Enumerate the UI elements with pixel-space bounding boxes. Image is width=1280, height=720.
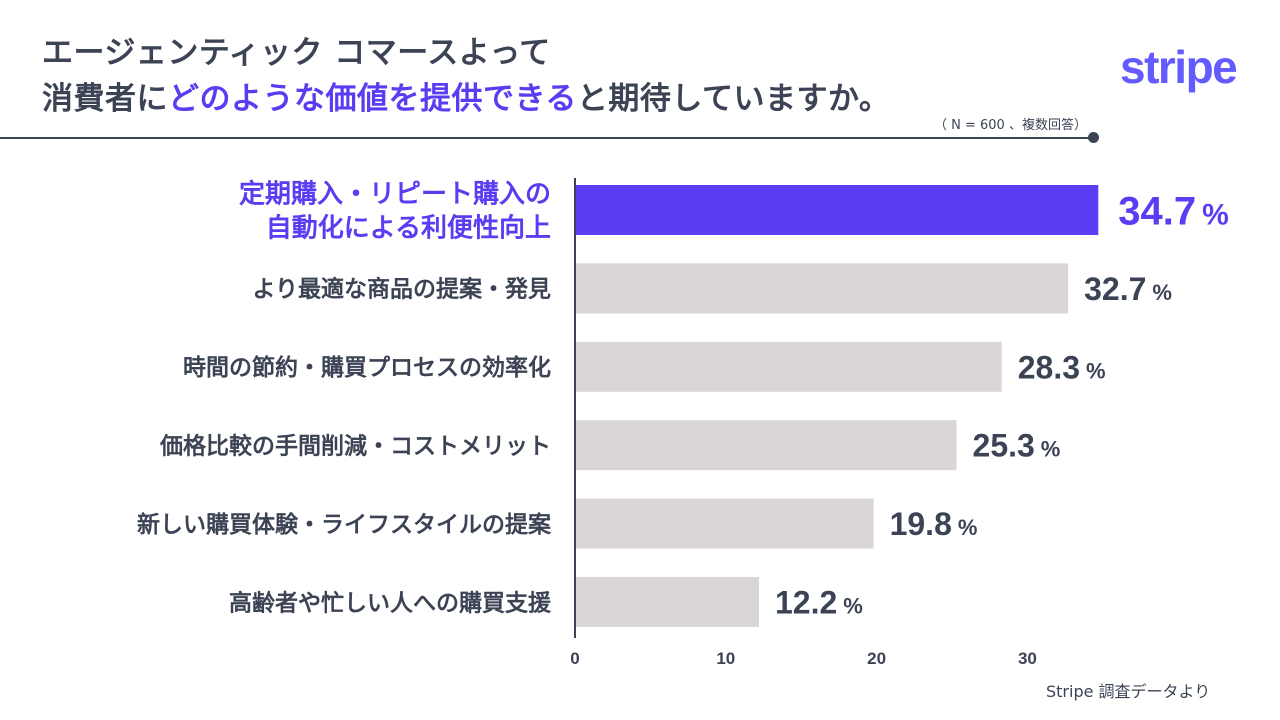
value-unit: %	[958, 515, 978, 540]
sample-note: （ N = 600 、複数回答）	[934, 118, 1087, 133]
stripe-logo: stripe	[1120, 41, 1238, 93]
value-label: 19.8%	[890, 506, 978, 542]
title-line-1: エージェンティック コマースよって	[42, 35, 551, 71]
page-title: エージェンティック コマースよって 消費者にどのような価値を提供できると期待して…	[42, 30, 890, 122]
value-unit: %	[1202, 198, 1229, 231]
title-line-2-pre: 消費者に	[42, 81, 168, 117]
bar	[575, 577, 759, 627]
title-line-2: 消費者にどのような価値を提供できると期待していますか。	[42, 76, 890, 122]
x-tick-label: 30	[1018, 649, 1037, 668]
title-line-2-post: と期待していますか。	[576, 81, 891, 117]
x-tick-label: 20	[867, 649, 886, 668]
bar	[575, 263, 1069, 314]
title-divider	[0, 137, 1092, 139]
title-highlight: どのような価値を提供できる	[168, 81, 577, 117]
value-unit: %	[1041, 437, 1061, 462]
value-label: 32.7%	[1084, 271, 1172, 307]
divider-end-dot	[1088, 132, 1099, 143]
value-label: 28.3%	[1018, 349, 1106, 385]
category-label: 自動化による利便性向上	[266, 212, 551, 243]
value-label: 12.2%	[775, 585, 863, 621]
source-footer: Stripe 調査データより	[1046, 682, 1211, 701]
bar	[575, 185, 1099, 235]
value-unit: %	[1152, 280, 1172, 305]
x-tick-label: 0	[570, 649, 579, 668]
value-label: 25.3%	[973, 428, 1061, 464]
category-label: 定期購入・リピート購入の	[239, 178, 551, 209]
bar	[575, 420, 957, 471]
value-unit: %	[843, 594, 863, 619]
value-unit: %	[1086, 358, 1106, 383]
category-label: 価格比較の手間削減・コストメリット	[159, 432, 551, 459]
category-label: 高齢者や忙しい人への購買支援	[229, 589, 552, 616]
category-label: より最適な商品の提案・発見	[252, 276, 551, 303]
value-label: 34.7%	[1118, 189, 1229, 233]
category-label: 新しい購買体験・ライフスタイルの提案	[137, 511, 552, 538]
bar	[575, 341, 1002, 392]
x-tick-label: 10	[716, 649, 735, 668]
category-label: 時間の節約・購買プロセスの効率化	[183, 354, 551, 381]
bar	[575, 498, 874, 549]
